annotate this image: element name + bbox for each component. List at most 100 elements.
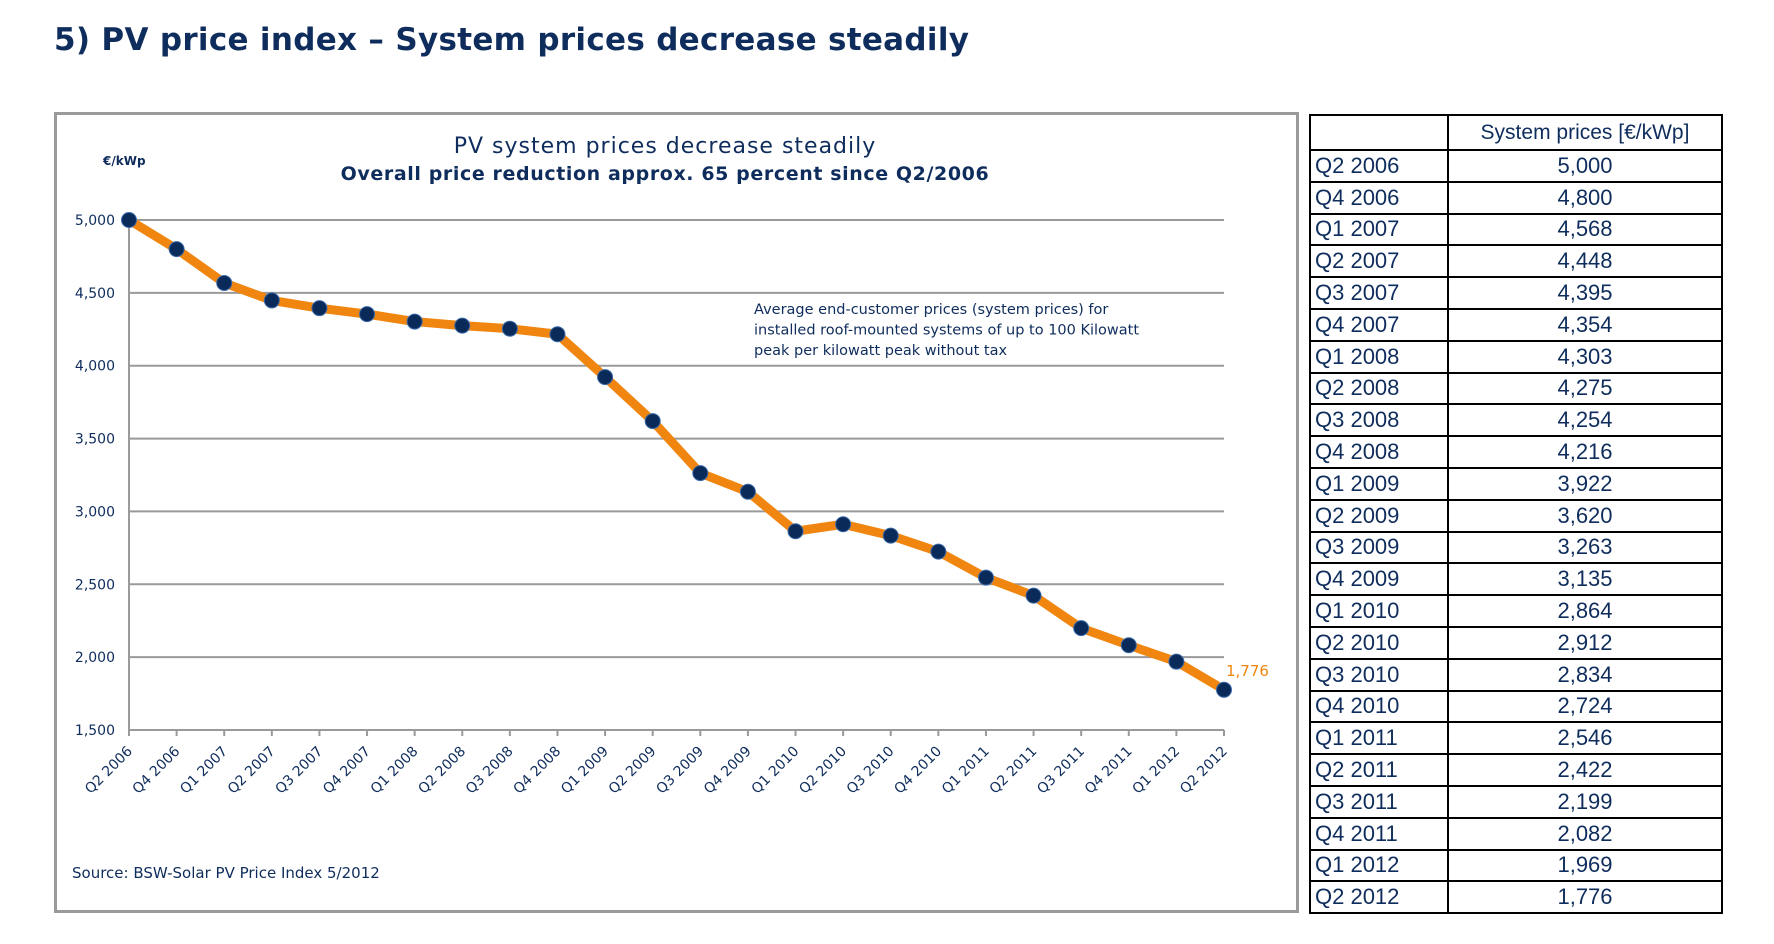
quarter-cell: Q3 2011 [1309,784,1449,819]
price-cell: 2,199 [1447,784,1723,819]
price-cell: 3,922 [1447,466,1723,501]
table-row: Q4 2009 3,135 [1309,562,1723,597]
quarter-cell: Q2 2011 [1309,753,1449,787]
quarter-cell: Q4 2006 [1309,180,1449,215]
table-row: Q3 2008 4,254 [1309,403,1723,438]
price-cell: 2,912 [1447,625,1723,660]
x-tick-label: Q4 2007 [320,744,374,798]
data-point [263,292,280,309]
price-cell: 3,135 [1447,562,1723,597]
price-cell: 4,254 [1447,403,1723,438]
table-row: Q2 2009 3,620 [1309,498,1723,533]
x-tick-label: Q1 2012 [1129,744,1183,798]
x-tick-label: Q1 2011 [939,744,993,798]
quarter-cell: Q1 2008 [1309,339,1449,374]
data-point [549,326,566,343]
data-point [216,274,233,291]
data-point [1216,681,1232,698]
table-row: Q1 2012 1,969 [1309,848,1723,883]
x-tick-label: Q1 2007 [177,744,231,798]
x-tick-label: Q1 2008 [368,744,422,798]
price-cell: 4,354 [1447,307,1723,342]
table-row: Q3 2007 4,395 [1309,276,1723,310]
data-point [597,369,614,386]
data-point [1073,620,1090,637]
data-point [930,543,947,560]
quarter-cell: Q3 2008 [1309,403,1449,438]
x-tick-label: Q3 2008 [463,744,517,798]
table-row: Q3 2010 2,834 [1309,657,1723,692]
quarter-cell: Q2 2012 [1309,880,1449,915]
table-row: Q3 2011 2,199 [1309,784,1723,819]
table-row: Q2 2010 2,912 [1309,625,1723,660]
last-value-label: 1,776 [1226,662,1269,680]
y-tick-label: 4,000 [75,359,115,375]
price-cell: 3,263 [1447,530,1723,565]
chart-subtitle: Overall price reduction approx. 65 perce… [341,163,990,185]
data-point [359,306,376,323]
data-point [454,317,471,334]
quarter-cell: Q1 2012 [1309,848,1449,883]
data-point [787,523,804,540]
data-point [644,413,661,430]
x-tick-label: Q3 2009 [653,744,707,798]
x-tick-label: Q2 2006 [82,743,136,797]
price-cell: 2,546 [1447,721,1723,756]
table-row: Q3 2009 3,263 [1309,530,1723,565]
price-cell: 4,395 [1447,276,1723,310]
quarter-cell: Q4 2008 [1309,435,1449,469]
quarter-cell: Q1 2010 [1309,594,1449,628]
x-tick-label: Q2 2009 [606,744,660,798]
table-row: Q1 2009 3,922 [1309,466,1723,501]
price-cell: 4,800 [1447,180,1723,215]
quarter-cell: Q2 2007 [1309,244,1449,279]
x-tick-label: Q2 2010 [796,744,850,798]
y-tick-label: 2,500 [75,577,115,593]
table-header-cell [1309,114,1449,151]
quarter-cell: Q2 2010 [1309,625,1449,660]
x-tick-label: Q3 2007 [273,744,327,798]
table-row: Q4 2008 4,216 [1309,435,1723,469]
data-point [739,483,756,500]
price-cell: 1,969 [1447,848,1723,883]
data-point [168,241,185,258]
table-row: Q2 2007 4,448 [1309,244,1723,279]
y-tick-label: 3,000 [75,504,115,520]
quarter-cell: Q1 2011 [1309,721,1449,756]
table-row: Q4 2011 2,082 [1309,816,1723,851]
price-cell: 4,448 [1447,244,1723,279]
table-row: Q1 2011 2,546 [1309,721,1723,756]
table-row: Q4 2010 2,724 [1309,689,1723,724]
quarter-cell: Q2 2009 [1309,498,1449,533]
line-chart: PV system prices decrease steadily Overal… [72,134,1269,882]
series-line [126,216,1227,694]
data-point [311,300,328,317]
x-tick-label: Q4 2009 [701,744,755,798]
annotation-line: peak per kilowatt peak without tax [754,343,1007,359]
price-cell: 1,776 [1447,880,1723,915]
y-axis-label: €/kWp [102,154,146,168]
table-header-cell: System prices [€/kWp] [1447,114,1723,151]
y-tick-label: 5,000 [75,213,115,229]
chart-title: PV system prices decrease steadily [454,134,877,159]
x-tick-label: Q3 2011 [1034,744,1088,798]
x-tick-label: Q2 2012 [1177,744,1231,798]
x-tick-label: Q2 2007 [225,744,279,798]
price-cell: 4,275 [1447,371,1723,406]
data-point [835,516,852,533]
quarter-cell: Q4 2011 [1309,816,1449,851]
x-tick-label: Q4 2010 [891,744,945,798]
quarter-cell: Q2 2006 [1309,149,1449,183]
quarter-cell: Q1 2009 [1309,466,1449,501]
x-tick-label: Q4 2011 [1082,744,1136,798]
page-title: 5) PV price index – System prices decrea… [54,22,970,58]
quarter-cell: Q4 2009 [1309,562,1449,597]
table-header-row: System prices [€/kWp] [1309,114,1723,151]
data-point [406,313,423,330]
price-cell: 4,303 [1447,339,1723,374]
y-tick-label: 4,500 [75,286,115,302]
quarter-cell: Q3 2007 [1309,276,1449,310]
quarter-cell: Q1 2007 [1309,212,1449,247]
price-cell: 4,568 [1447,212,1723,247]
price-cell: 2,724 [1447,689,1723,724]
